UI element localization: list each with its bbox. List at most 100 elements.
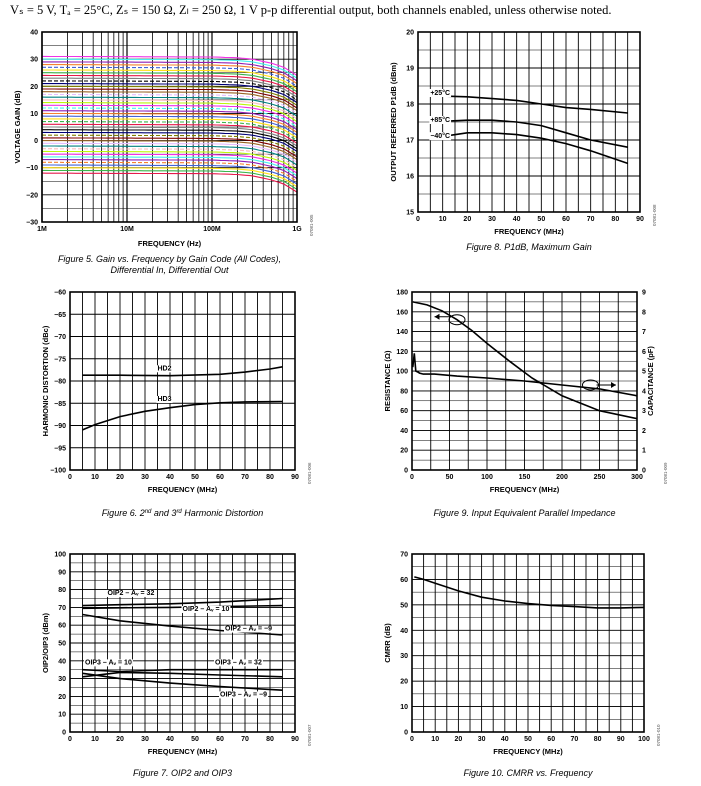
y-tick-label: −100 bbox=[50, 468, 66, 475]
x-tick-label: 200 bbox=[556, 474, 568, 481]
gain-curve bbox=[42, 69, 298, 90]
series-line-5 bbox=[82, 671, 283, 678]
plot-frame bbox=[69, 553, 296, 733]
gain-curve bbox=[42, 142, 298, 163]
x-tick-label: 30 bbox=[478, 736, 486, 743]
y-tick-label: 70 bbox=[400, 552, 408, 559]
y2-tick-label: 8 bbox=[642, 309, 646, 316]
x-tick-label: 0 bbox=[68, 736, 72, 743]
x-tick-label: 10 bbox=[91, 474, 99, 481]
y-tick-label: −70 bbox=[54, 334, 66, 341]
x-tick-label: 20 bbox=[455, 736, 463, 743]
series-line-1 bbox=[82, 366, 283, 377]
y2-tick-label: 7 bbox=[642, 329, 646, 336]
y-tick-label: 10 bbox=[400, 704, 408, 711]
plot-frame bbox=[69, 291, 296, 471]
y-tick-label: 30 bbox=[30, 57, 38, 64]
figure-code: 07081-007 bbox=[307, 724, 312, 746]
y-axis-label: OUTPUT REFERRED P1dB (dBm) bbox=[389, 62, 398, 182]
x-tick-label: 0 bbox=[68, 474, 72, 481]
annotation-label: OIP3 – Aᵥ = −9 bbox=[220, 691, 267, 698]
x-tick-label: 20 bbox=[116, 736, 124, 743]
x-axis-label: FREQUENCY (MHz) bbox=[493, 747, 563, 756]
gain-curve bbox=[42, 123, 298, 144]
annotation-background bbox=[84, 659, 133, 667]
x-axis-label: FREQUENCY (MHz) bbox=[148, 747, 218, 756]
y-tick-label: 30 bbox=[400, 653, 408, 660]
y-tick-label: 20 bbox=[30, 84, 38, 91]
y-tick-label: 100 bbox=[396, 369, 408, 376]
y-tick-label: 0 bbox=[404, 730, 408, 737]
x-tick-label: 100 bbox=[481, 474, 493, 481]
y-tick-label: 40 bbox=[58, 658, 66, 665]
gain-curve bbox=[42, 85, 298, 106]
y-tick-label: 10 bbox=[58, 712, 66, 719]
annotation-background bbox=[429, 89, 452, 97]
gain-curve bbox=[42, 64, 298, 85]
annotation-background bbox=[106, 589, 156, 597]
gain-curve bbox=[41, 172, 298, 193]
resistance-axis-marker bbox=[448, 314, 466, 326]
x-tick-label: 50 bbox=[537, 216, 545, 223]
x-tick-label: 10 bbox=[91, 736, 99, 743]
y-tick-label: 140 bbox=[396, 329, 408, 336]
annotation-background bbox=[429, 116, 452, 124]
x-tick-label: 40 bbox=[166, 474, 174, 481]
y-tick-label: −90 bbox=[54, 423, 66, 430]
caption-part: rd bbox=[176, 509, 182, 515]
caption-part: Figure 6. 2 bbox=[102, 508, 145, 518]
series-line-1 bbox=[414, 576, 645, 609]
figure-7-panel: 0 10 20 30 40 50 60 70 80 90 0 10 20 30 40 50 60 70 80 90 10… bbox=[0, 544, 345, 784]
x-tick-label: 0 bbox=[416, 216, 420, 223]
x-tick-label: 1G bbox=[292, 226, 302, 233]
gain-curve bbox=[42, 164, 298, 185]
x-tick-label: 40 bbox=[166, 736, 174, 743]
figure-caption: Figure 10. CMRR vs. Frequency bbox=[463, 768, 593, 778]
gain-curve bbox=[42, 161, 298, 182]
conditions-note: Vₛ = 5 V, Tₐ = 25°C, Zₛ = 150 Ω, Zₗ = 25… bbox=[10, 3, 612, 17]
series-line-2 bbox=[412, 353, 638, 397]
gain-curve bbox=[42, 61, 298, 82]
gain-curve bbox=[42, 99, 298, 120]
x-tick-label: 1M bbox=[37, 226, 47, 233]
y-tick-label: 50 bbox=[58, 641, 66, 648]
gain-curve bbox=[41, 96, 298, 117]
annotation-label: OIP2 – Aᵥ = −9 bbox=[225, 626, 272, 633]
y-tick-label: −65 bbox=[54, 312, 66, 319]
y-axis-label: OIP2/OIP3 (dBm) bbox=[41, 612, 50, 673]
x-tick-label: 20 bbox=[463, 216, 471, 223]
figure-caption: Figure 5. Gain vs. Frequency by Gain Cod… bbox=[58, 254, 281, 264]
series-line-1 bbox=[412, 301, 638, 420]
x-tick-label: 80 bbox=[611, 216, 619, 223]
gain-curve bbox=[42, 150, 298, 171]
annotation-label: +85°C bbox=[430, 116, 450, 124]
gain-curve bbox=[41, 58, 298, 79]
x-tick-label: 300 bbox=[631, 474, 643, 481]
gain-curve bbox=[42, 107, 298, 128]
figure-code: 07081-006 bbox=[307, 462, 312, 484]
y-tick-label: −20 bbox=[26, 192, 38, 199]
x-tick-label: 60 bbox=[547, 736, 555, 743]
annotation-background bbox=[214, 659, 263, 667]
series-line-2 bbox=[82, 604, 283, 610]
y-tick-label: 60 bbox=[400, 408, 408, 415]
y-tick-label: 0 bbox=[62, 730, 66, 737]
x-tick-label: 150 bbox=[519, 474, 531, 481]
gain-curve bbox=[42, 74, 298, 95]
y-tick-label: −95 bbox=[54, 445, 66, 452]
y2-axis-label: CAPACITANCE (pF) bbox=[646, 346, 655, 416]
y-tick-label: 40 bbox=[400, 428, 408, 435]
gain-curve bbox=[41, 115, 298, 136]
annotation-background bbox=[429, 132, 452, 141]
x-tick-label: 50 bbox=[446, 474, 454, 481]
x-tick-label: 10 bbox=[439, 216, 447, 223]
y-axis-label: CMRR (dB) bbox=[383, 623, 392, 663]
gain-curve bbox=[42, 93, 298, 114]
x-tick-label: 60 bbox=[216, 736, 224, 743]
series-line-4 bbox=[82, 668, 283, 673]
gain-curve bbox=[42, 129, 298, 150]
y-tick-label: 30 bbox=[58, 676, 66, 683]
y-tick-label: 180 bbox=[396, 290, 408, 297]
gain-curve bbox=[42, 66, 298, 87]
figure-5-panel: 1M 10M 100M 1G −30 −20 −10 0 10 20 30 40 FREQUENCY (… bbox=[0, 22, 345, 276]
